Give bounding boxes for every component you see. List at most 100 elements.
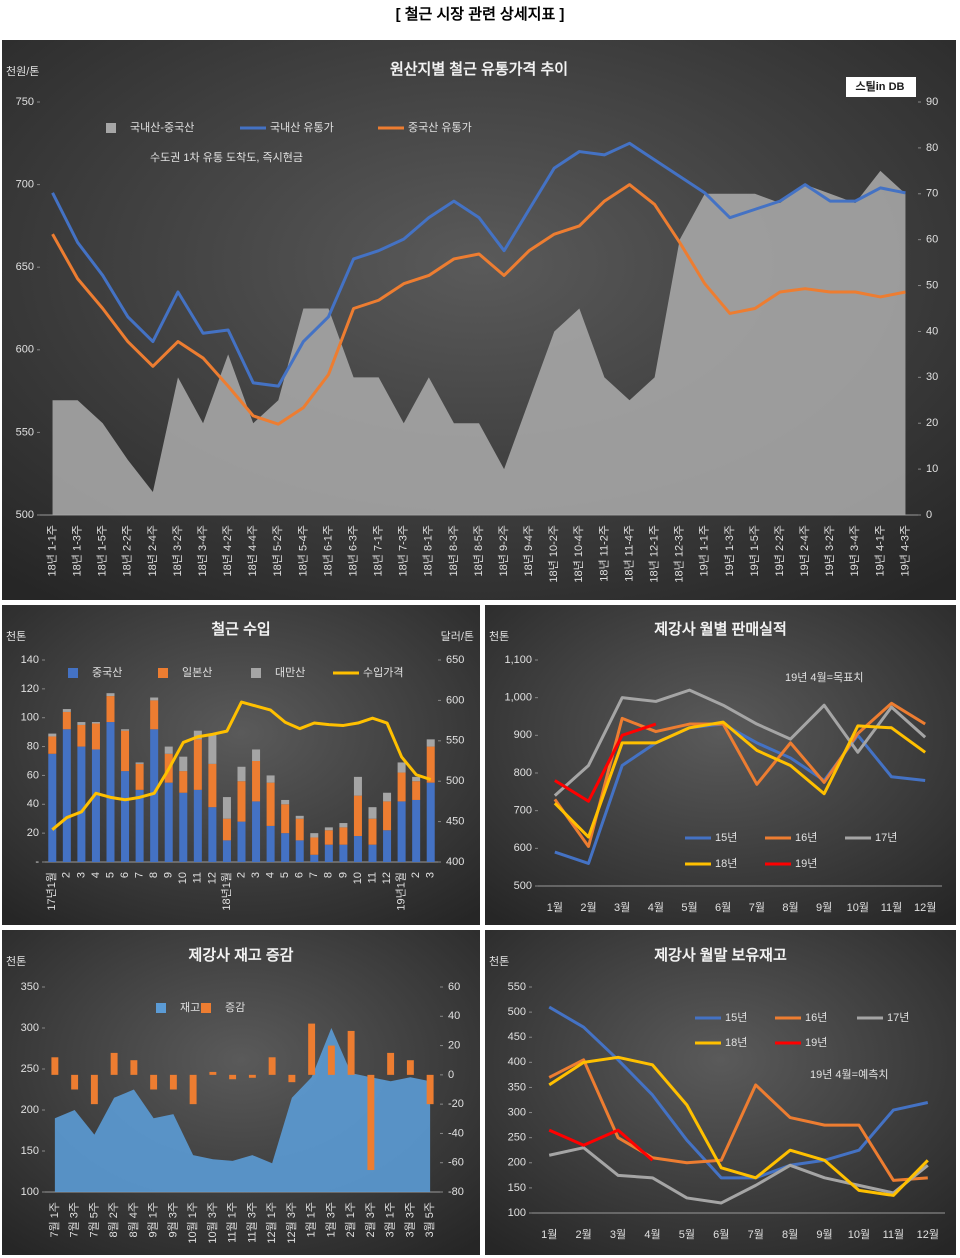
y2-tick-label: -60 (448, 1157, 464, 1169)
x-tick-label: 7월 (748, 1228, 764, 1241)
panel (485, 930, 956, 1255)
area (54, 1028, 431, 1192)
bar (229, 1074, 237, 1080)
bar (130, 1060, 138, 1075)
bar (397, 801, 406, 862)
x-tick-label: 3 (425, 872, 437, 878)
x-tick-label: 5 (104, 872, 116, 878)
bar (426, 746, 435, 783)
bar (110, 1052, 118, 1075)
x-tick-label: 9월 1주 (147, 1202, 160, 1238)
x-tick-label: 19년 2-2주 (773, 525, 786, 576)
bar (281, 804, 290, 834)
bar (179, 792, 188, 862)
x-tick-label: 6월 (715, 901, 731, 914)
x-tick-label: 18년 11-4주 (622, 525, 635, 582)
annotation: 19년 4월=예측치 (810, 1068, 888, 1081)
x-tick-label: 10월 (848, 1228, 870, 1241)
bar (135, 789, 144, 862)
y2-tick-label: 0 (926, 509, 932, 521)
x-tick-label: 4월 (644, 1228, 660, 1241)
x-tick-label: 18년 8-5주 (472, 525, 485, 576)
x-tick-label: 11월 (883, 1228, 905, 1241)
bar (406, 1060, 414, 1075)
legend-label: 대만산 (275, 666, 305, 679)
y-tick-label: 250 (508, 1132, 526, 1144)
x-tick-label: 3월 5주 (423, 1202, 436, 1238)
y-tick-label: 750 (16, 96, 34, 108)
x-tick-label: 19년 3-4주 (848, 525, 861, 576)
bar (368, 818, 377, 845)
bar (135, 763, 144, 790)
bar (412, 799, 421, 862)
bar (48, 736, 57, 754)
y-tick-label: 500 (16, 509, 34, 521)
legend-label: 16년 (805, 1011, 827, 1024)
x-tick-label: 11 (366, 872, 378, 883)
x-tick-label: 10 (177, 872, 189, 884)
y-tick-label: 300 (508, 1106, 526, 1118)
bar (77, 746, 86, 862)
line (548, 1005, 929, 1180)
x-tick-label: 8 (148, 872, 160, 878)
y2-tick-label: 450 (446, 816, 464, 828)
bar (189, 1074, 197, 1105)
bar (268, 1057, 276, 1075)
bar (295, 815, 304, 819)
bar (266, 775, 275, 783)
bar (193, 789, 202, 862)
y-tick-label: 450 (508, 1031, 526, 1043)
bar (193, 739, 202, 790)
bar (308, 1023, 316, 1075)
y2-tick-label: -20 (448, 1098, 464, 1110)
line (553, 720, 927, 839)
bar (164, 746, 173, 754)
legend-swatch (156, 1003, 166, 1013)
y2-tick-label: 500 (446, 775, 464, 787)
bar (208, 763, 217, 808)
bar (222, 818, 231, 841)
y-tick-label: 600 (16, 344, 34, 356)
logo: 스틸in DB (856, 80, 905, 93)
x-tick-label: 6월 (713, 1228, 729, 1241)
x-tick-label: 7월 (749, 901, 765, 914)
y-tick-label: 150 (508, 1182, 526, 1194)
x-tick-label: 19년 3-2주 (823, 525, 836, 576)
y-tick-label: 1,100 (504, 654, 532, 666)
x-tick-label: 1월 1주 (305, 1202, 318, 1238)
x-tick-label: 18년 8-3주 (447, 525, 460, 576)
legend-label: 국내산 유통가 (270, 121, 334, 134)
x-tick-label: 17년1월 (45, 872, 58, 911)
y-tick-label: 150 (21, 1145, 39, 1157)
bar (266, 825, 275, 862)
bar (339, 844, 348, 862)
bar (252, 801, 261, 862)
legend-label: 18년 (725, 1036, 747, 1049)
x-tick-label: 2 (235, 872, 247, 878)
x-tick-label: 3월 3주 (403, 1202, 416, 1238)
x-tick-label: 8월 4주 (127, 1202, 140, 1238)
y-tick-label: 300 (21, 1022, 39, 1034)
y-tick-label: 700 (16, 179, 34, 191)
y-axis-label: 천톤 (489, 954, 509, 968)
bar (412, 781, 421, 800)
legend-label: 재고 (180, 1001, 200, 1014)
area (52, 170, 906, 516)
bar (252, 761, 261, 802)
x-tick-label: 19년 2-4주 (798, 525, 811, 576)
bar (252, 749, 261, 761)
legend-label: 19년 (805, 1036, 827, 1049)
bar (222, 840, 231, 862)
legend-label: 19년 (795, 857, 817, 870)
chart-title: 철근 수입 (211, 621, 270, 638)
y-tick-label: 650 (16, 261, 34, 273)
legend-label: 수입가격 (363, 666, 403, 679)
panel (485, 605, 956, 925)
x-tick-label: 18년 7-3주 (397, 525, 410, 576)
y-axis-label: 천톤 (6, 629, 26, 643)
logo-box (846, 77, 916, 97)
bar (209, 1071, 217, 1075)
bar (367, 1074, 375, 1171)
y-tick-label: 350 (21, 981, 39, 993)
annotation: 수도권 1차 유통 도착도, 즉시현금 (150, 151, 303, 164)
